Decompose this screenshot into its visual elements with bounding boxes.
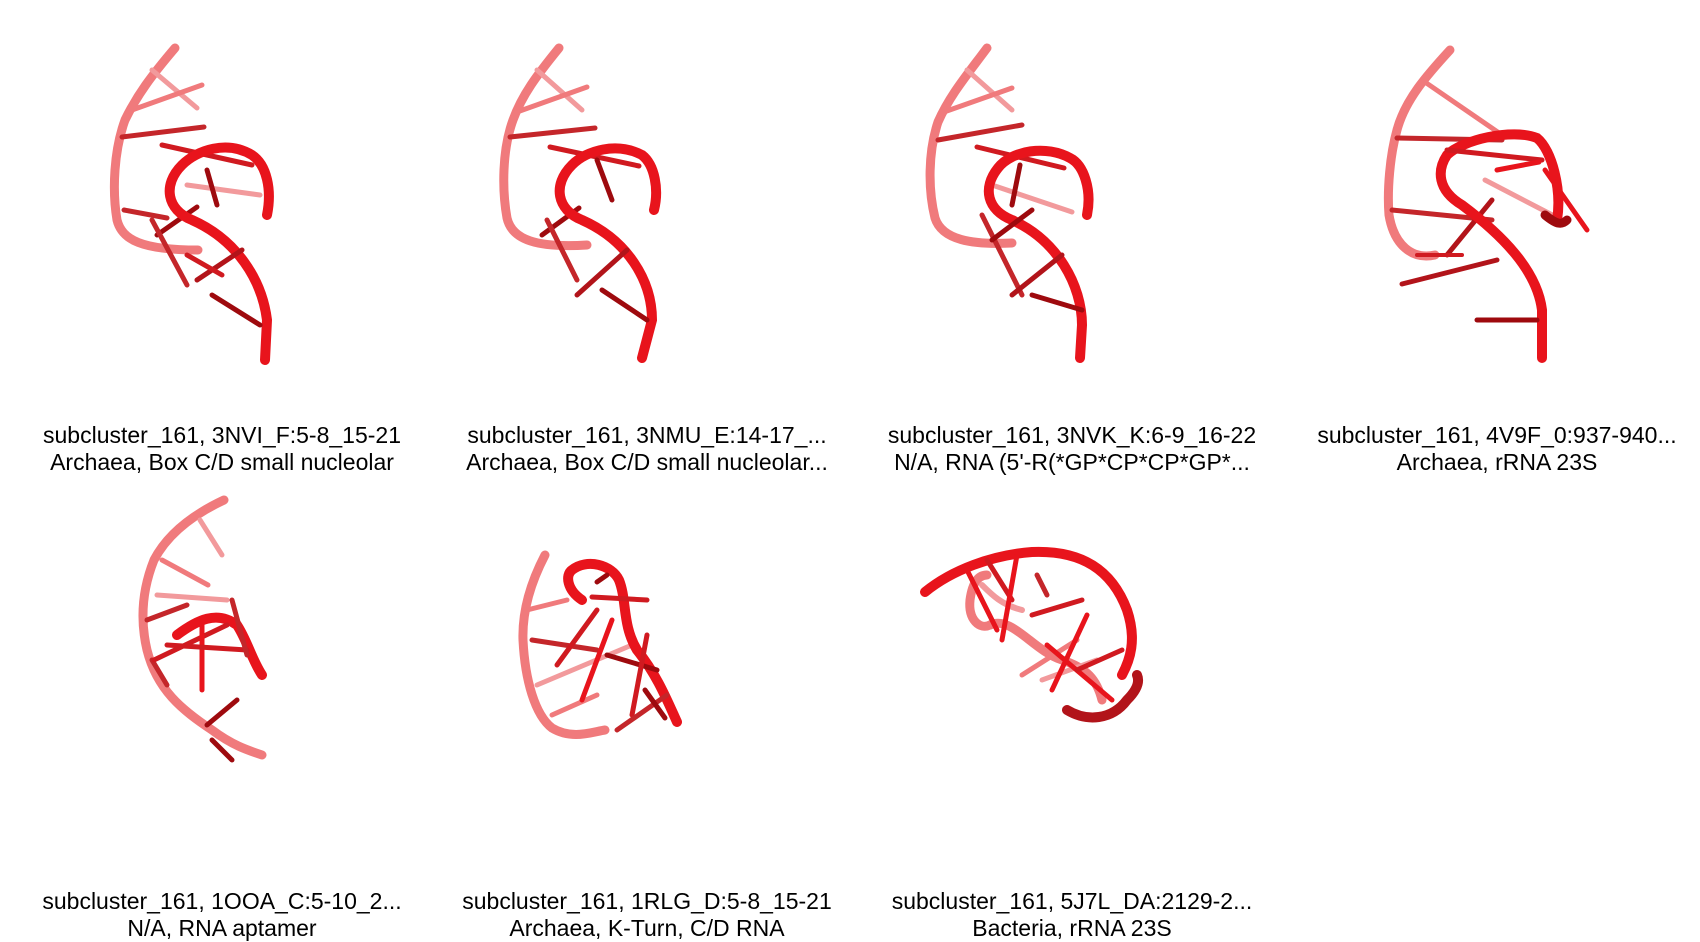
panel-title: subcluster_161, 3NVI_F:5-8_15-21 — [22, 422, 422, 449]
rna-structure-image — [1297, 40, 1697, 460]
panel-title: subcluster_161, 5J7L_DA:2129-2... — [872, 888, 1272, 915]
panel-title: subcluster_161, 1RLG_D:5-8_15-21 — [447, 888, 847, 915]
panel-subtitle: N/A, RNA aptamer — [22, 915, 422, 942]
panel-subtitle: N/A, RNA (5'-R(*GP*CP*CP*GP*... — [872, 449, 1272, 476]
rna-structure-image — [22, 500, 422, 920]
panel-subtitle: Archaea, Box C/D small nucleolar — [22, 449, 422, 476]
panel-subtitle: Archaea, Box C/D small nucleolar... — [447, 449, 847, 476]
rna-structure-image — [872, 40, 1272, 460]
rna-structure-image — [447, 40, 847, 460]
panel-subtitle: Archaea, K-Turn, C/D RNA — [447, 915, 847, 942]
rna-structure-image — [872, 500, 1272, 920]
panel-title: subcluster_161, 3NVK_K:6-9_16-22 — [872, 422, 1272, 449]
panel-caption: subcluster_161, 4V9F_0:937-940... Archae… — [1297, 422, 1697, 476]
panel-title: subcluster_161, 1OOA_C:5-10_2... — [22, 888, 422, 915]
panel-caption: subcluster_161, 5J7L_DA:2129-2... Bacter… — [872, 888, 1272, 942]
panel-subtitle: Bacteria, rRNA 23S — [872, 915, 1272, 942]
rna-structure-image — [447, 500, 847, 920]
panel-caption: subcluster_161, 3NVK_K:6-9_16-22 N/A, RN… — [872, 422, 1272, 476]
panel-subtitle: Archaea, rRNA 23S — [1297, 449, 1697, 476]
panel-caption: subcluster_161, 3NMU_E:14-17_... Archaea… — [447, 422, 847, 476]
rna-structure-image — [22, 40, 422, 460]
panel-caption: subcluster_161, 3NVI_F:5-8_15-21 Archaea… — [22, 422, 422, 476]
panel-caption: subcluster_161, 1OOA_C:5-10_2... N/A, RN… — [22, 888, 422, 942]
panel-title: subcluster_161, 3NMU_E:14-17_... — [447, 422, 847, 449]
panel-caption: subcluster_161, 1RLG_D:5-8_15-21 Archaea… — [447, 888, 847, 942]
panel-title: subcluster_161, 4V9F_0:937-940... — [1297, 422, 1697, 449]
